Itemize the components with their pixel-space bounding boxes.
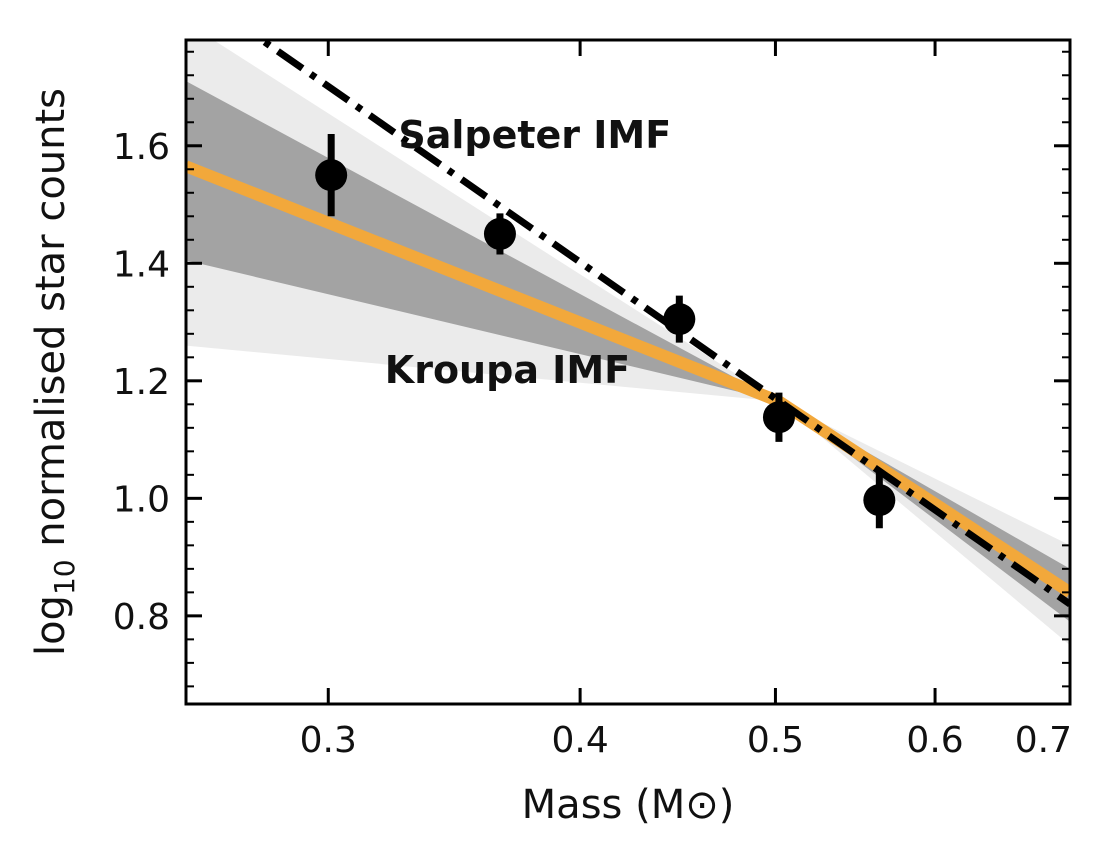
x-tick-label-3: 0.6 [906, 720, 963, 761]
axis-ticks [186, 40, 1072, 704]
x-tick-label-2: 0.5 [747, 720, 804, 761]
data-point-2 [663, 303, 696, 336]
x-tick-label-0: 0.3 [300, 720, 357, 761]
data-point-1 [483, 217, 516, 250]
salpeter-imf-line [255, 40, 1070, 607]
data-point-3 [762, 401, 795, 434]
x-axis-label: Mass (M⊙) [522, 782, 735, 828]
y-tick-label-2: 1.2 [113, 362, 170, 403]
annotation-kroupa: Kroupa IMF [385, 348, 630, 392]
data-points [315, 134, 896, 529]
plot-frame [184, 38, 1072, 706]
y-axis-label: log10 normalised star counts [28, 88, 81, 656]
y-tick-label-3: 1.4 [113, 244, 170, 285]
y-axis-label-suffix: normalised star counts [28, 88, 74, 559]
band-1 [186, 81, 1070, 622]
y-tick-label-0: 0.8 [113, 597, 170, 638]
x-tick-label-4: 0.7 [1015, 720, 1072, 761]
data-point-0 [315, 159, 348, 192]
y-tick-label-1: 1.0 [113, 479, 170, 520]
annotation-salpeter: Salpeter IMF [398, 113, 671, 157]
data-point-4 [863, 484, 896, 517]
y-tick-label-4: 1.6 [113, 127, 170, 168]
tick-labels: 0.8 1.0 1.2 1.4 1.6 0.3 0.4 0.5 0.6 0.7 [113, 127, 1072, 761]
y-axis-label-prefix: log [28, 595, 74, 656]
x-tick-label-1: 0.4 [551, 720, 608, 761]
y-axis-label-subscript: 10 [48, 559, 81, 595]
